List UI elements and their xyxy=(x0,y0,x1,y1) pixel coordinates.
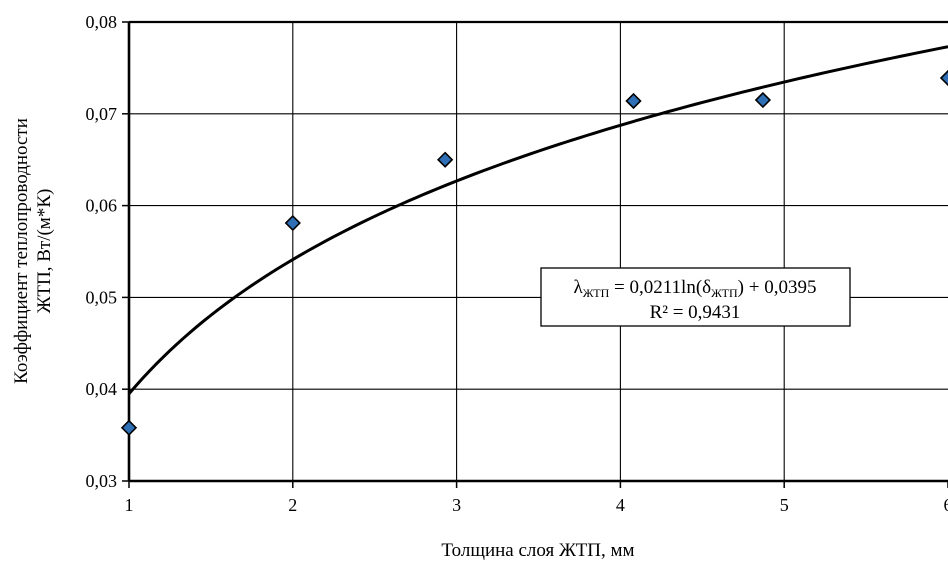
y-axis-title-line-2: ЖТП, Вт/(м*К) xyxy=(34,189,55,314)
trendline xyxy=(129,47,948,394)
data-point xyxy=(286,216,300,230)
equation-end: ) + 0,0395 xyxy=(738,277,817,298)
y-tick-label: 0,06 xyxy=(86,196,118,216)
x-tick-label: 3 xyxy=(452,495,461,515)
y-tick-label: 0,07 xyxy=(86,104,118,124)
data-point xyxy=(756,93,770,107)
x-tick-label: 4 xyxy=(616,495,625,515)
tick-labels: 0,03 0,04 0,05 0,06 0,07 0,08 1 2 3 4 5 6 xyxy=(86,12,948,515)
grid xyxy=(129,22,948,481)
y-tick-label: 0,08 xyxy=(86,12,118,32)
x-tick-label: 6 xyxy=(944,495,948,515)
data-point xyxy=(627,94,641,108)
data-points xyxy=(122,71,948,435)
equation-middle: = 0,0211ln(δ xyxy=(609,277,711,298)
trendline-layer xyxy=(129,47,948,394)
y-tick-label: 0,03 xyxy=(86,471,118,491)
data-point xyxy=(941,71,948,85)
data-point xyxy=(122,421,136,435)
r-squared: R² = 0,9431 xyxy=(650,302,741,323)
y-axis-title-line-1: Коэффициент теплопроводности xyxy=(11,118,32,384)
equation-subscript-1: ЖТП xyxy=(583,286,610,300)
equation-subscript-2: ЖТП xyxy=(711,286,738,300)
x-tick-label: 5 xyxy=(780,495,789,515)
data-point xyxy=(438,153,452,167)
x-tick-label: 1 xyxy=(125,495,134,515)
x-axis-title: Толщина слоя ЖТП, мм xyxy=(441,540,634,561)
x-tick-label: 2 xyxy=(288,495,297,515)
plot-frame xyxy=(122,22,948,488)
y-tick-label: 0,04 xyxy=(86,379,118,399)
trendline-equation-box: λЖТП = 0,0211ln(δЖТП) + 0,0395 R² = 0,94… xyxy=(541,268,850,326)
y-tick-label: 0,05 xyxy=(86,287,118,307)
trendline-equation: λЖТП = 0,0211ln(δЖТП) + 0,0395 xyxy=(574,277,817,300)
